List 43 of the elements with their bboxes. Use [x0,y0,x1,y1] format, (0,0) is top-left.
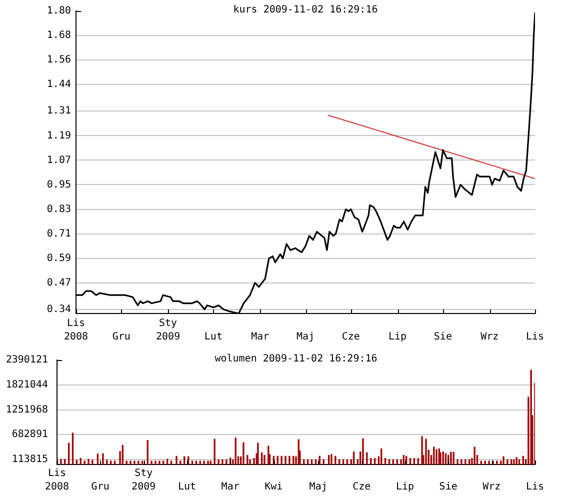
y-tick-label: 0.59 [46,252,71,264]
y-tick-label: 1.19 [46,130,71,142]
y-tick-label: 113815 [12,454,48,466]
chart-title: wolumen 2009-11-02 16:29:16 [214,354,378,365]
x-tick-label: Lis [526,481,544,492]
x-tick-label: Mar [221,481,240,492]
x-tick-label: Cze [342,331,360,342]
x-tick-label: Gru [112,331,130,342]
x-tick-label: Lis 2008 [64,318,88,342]
y-tick-label: 1251968 [6,404,48,416]
x-tick-label: Maj [309,481,328,492]
x-tick-label: Lut [204,331,222,342]
x-tick-label: Lis [526,331,544,342]
x-tick-label: Maj [296,331,315,342]
y-tick-label: 1.80 [46,6,71,17]
x-tick-label: Mar [251,331,270,342]
y-tick-label: 1.44 [46,79,71,90]
x-tick-label: Sty 2009 [132,468,156,492]
x-tick-label: Lip [396,481,414,492]
y-tick-label: 1.07 [46,154,71,166]
y-tick-label: 2390121 [6,354,48,366]
x-tick-label: Sie [434,331,452,342]
y-tick-label: 1.31 [46,106,71,117]
x-tick-label: Lis 2008 [44,468,70,492]
x-tick-label: Sie [439,481,458,492]
y-tick-label: 0.95 [46,179,71,190]
y-tick-label: 0.83 [46,204,71,215]
y-tick-label: 1.56 [46,54,71,66]
x-tick-label: Cze [352,481,371,492]
x-tick-label: Gru [91,481,110,492]
y-tick-label: 1821044 [6,379,48,390]
x-tick-label: Lut [178,481,196,492]
x-tick-label: Wrz [480,331,499,342]
x-tick-label: Kwi [264,481,283,492]
y-tick-label: 0.34 [46,304,71,316]
y-tick-label: 0.71 [46,228,71,240]
chart-title: kurs 2009-11-02 16:29:16 [233,4,378,16]
x-tick-label: Wrz [482,481,501,492]
y-tick-label: 0.47 [46,277,71,288]
y-tick-label: 682891 [12,429,48,440]
y-tick-label: 1.68 [46,30,71,42]
x-tick-label: Sty 2009 [156,318,180,342]
x-tick-label: Lip [388,331,407,342]
